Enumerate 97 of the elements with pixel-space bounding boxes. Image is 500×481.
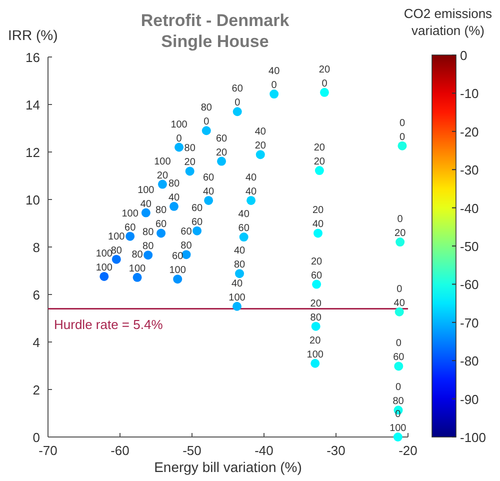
annotation: 20 40 <box>312 205 324 230</box>
annotation: 40 20 <box>254 126 266 152</box>
point <box>100 272 109 281</box>
annotation: 40 80 <box>234 246 246 271</box>
chart-title: Retrofit - Denmark <box>140 11 290 30</box>
annotation: 0 0 <box>399 118 406 143</box>
chart-subtitle: Single House <box>161 32 269 51</box>
point <box>394 362 404 371</box>
point <box>312 280 322 289</box>
x-tick-label: -40 <box>254 443 274 458</box>
point <box>185 166 194 176</box>
annotation: 20 60 <box>310 256 323 282</box>
point <box>204 196 214 205</box>
color-bar-label: -100 <box>460 430 486 445</box>
point <box>232 302 242 311</box>
annotation: 40 60 <box>238 209 250 234</box>
point <box>393 432 402 442</box>
point <box>192 226 202 236</box>
annotation: 20 80 <box>310 298 322 324</box>
x-tick-label: -70 <box>38 443 58 458</box>
annotation: 100 60 <box>122 208 139 234</box>
point <box>235 269 244 278</box>
point <box>158 180 167 189</box>
annotation: 0 20 <box>394 214 406 240</box>
color-bar-label: -50 <box>460 239 479 254</box>
y-tick-label: 4 <box>32 335 40 350</box>
color-bar-label: 0 <box>460 48 468 63</box>
color-bar-label: -20 <box>460 124 479 140</box>
point <box>173 274 182 284</box>
annotation: 80 60 <box>155 205 168 230</box>
annotation: 60 60 <box>191 202 204 228</box>
y-axis-title: IRR (%) <box>8 27 58 43</box>
annotation: 60 100 <box>169 251 186 276</box>
point <box>246 196 256 205</box>
point <box>314 166 324 176</box>
point <box>141 208 150 218</box>
x-tick-label: -50 <box>182 443 202 458</box>
annotation: 40 100 <box>228 278 246 304</box>
annotation: 20 0 <box>318 64 330 90</box>
point <box>112 254 121 264</box>
point <box>217 156 226 166</box>
point <box>126 232 135 241</box>
annotation: 100 40 <box>138 184 155 210</box>
y-tick-label: 12 <box>26 145 40 160</box>
y-tick-label: 8 <box>32 240 40 255</box>
x-tick-label: -20 <box>398 443 418 458</box>
annotation: 80 40 <box>168 178 180 204</box>
color-bar-label: -10 <box>460 86 479 102</box>
annotation: 40 40 <box>245 172 258 198</box>
x-tick-label: -60 <box>110 443 130 458</box>
point <box>239 232 248 242</box>
y-tick-label: 2 <box>32 382 40 398</box>
point <box>314 228 322 238</box>
x-tick-label: -30 <box>326 443 346 458</box>
point <box>320 88 329 97</box>
color-bar-title: CO2 emissions variation (%) <box>404 6 493 38</box>
point <box>232 107 242 116</box>
annotation: 60 0 <box>232 84 244 109</box>
x-axis-title: Energy bill variation (%) <box>154 459 302 475</box>
color-bar-label: -40 <box>460 200 479 216</box>
point <box>270 90 279 99</box>
y-tick-label: 0 <box>32 430 40 445</box>
annotation: 20 100 <box>306 335 324 360</box>
point <box>156 228 166 238</box>
annotation: 100 100 <box>96 248 113 274</box>
color-bar-label: -70 <box>460 315 479 330</box>
annotation: 0 60 <box>393 338 405 364</box>
point <box>256 150 265 160</box>
annotation: 0 80 <box>392 382 404 408</box>
point <box>202 126 211 136</box>
point <box>174 142 184 152</box>
y-tick-label: 6 <box>32 288 40 302</box>
point <box>398 141 407 150</box>
annotation: 20 20 <box>314 142 326 168</box>
point <box>396 238 405 247</box>
annotation: 60 40 <box>202 172 215 198</box>
color-bar-label: -30 <box>460 162 479 178</box>
point <box>394 307 404 316</box>
point <box>170 202 178 211</box>
point <box>144 250 153 260</box>
point <box>310 358 320 368</box>
annotation: 0 40 <box>394 284 406 309</box>
y-tick-label: 16 <box>26 50 40 65</box>
point <box>132 272 142 282</box>
annotation: 80 20 <box>184 143 196 168</box>
color-bar-label: -90 <box>460 392 479 407</box>
annotation: 40 0 <box>268 66 280 92</box>
annotation: 80 0 <box>200 102 212 128</box>
annotation: 60 80 <box>180 226 192 252</box>
y-tick-label: 14 <box>26 98 40 112</box>
color-bar-label: -80 <box>460 354 479 369</box>
y-tick-label: 10 <box>26 192 40 208</box>
point <box>311 322 320 331</box>
ref-line-label: Hurdle rate = 5.4% <box>54 316 164 332</box>
annotation: 60 20 <box>216 133 228 158</box>
color-bar-label: -60 <box>460 277 479 292</box>
annotation: 100 0 <box>170 119 188 144</box>
